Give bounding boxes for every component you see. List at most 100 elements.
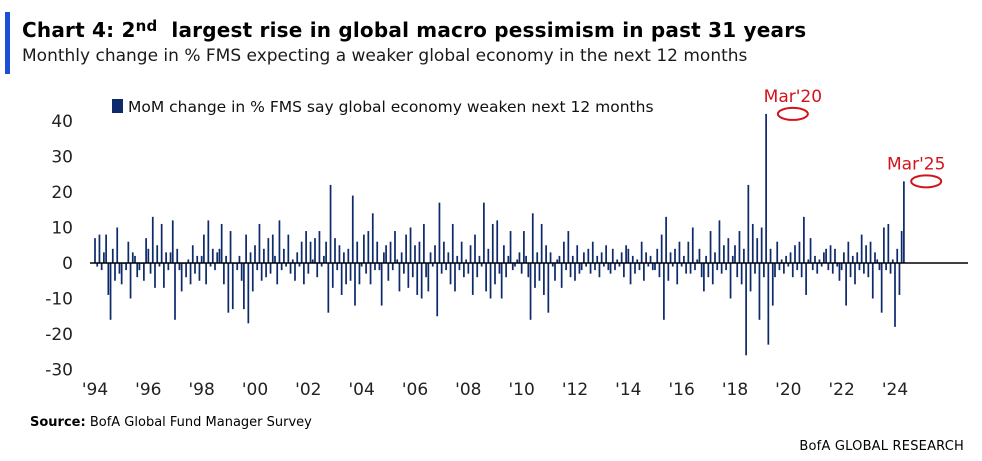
bar <box>563 241 565 263</box>
bar <box>756 238 759 263</box>
title-superscript: nd <box>135 17 158 35</box>
bar <box>380 263 383 306</box>
bar <box>765 113 767 264</box>
bar <box>674 248 676 263</box>
bar <box>323 255 325 263</box>
bar <box>591 241 594 263</box>
bar <box>160 223 163 263</box>
bar <box>534 263 536 288</box>
bar <box>685 263 687 274</box>
bar <box>356 241 359 263</box>
x-tick-label: '20 <box>775 380 801 400</box>
bar <box>751 223 754 263</box>
bar <box>203 234 205 263</box>
bar <box>856 252 859 263</box>
bar <box>565 263 567 271</box>
bar <box>845 263 847 306</box>
bar <box>180 263 183 292</box>
bar <box>805 263 807 295</box>
bar <box>236 263 239 271</box>
legend: MoM change in % FMS say global economy w… <box>112 98 654 116</box>
bar <box>403 263 405 274</box>
bar <box>556 259 559 263</box>
bar <box>431 263 434 267</box>
bar <box>700 263 703 278</box>
bar <box>507 255 510 263</box>
bar <box>420 263 423 299</box>
bar <box>185 263 187 278</box>
bar <box>107 263 110 295</box>
bar <box>178 263 181 271</box>
bar <box>871 263 874 299</box>
bar <box>231 263 234 310</box>
bar <box>427 263 430 292</box>
annotation-label: Mar'20 <box>764 87 822 107</box>
bar <box>187 259 190 263</box>
bar <box>365 263 367 274</box>
bar <box>114 263 116 281</box>
y-tick-label: 0 <box>62 254 73 274</box>
bar <box>691 227 694 263</box>
bar <box>796 263 799 271</box>
bar <box>96 263 99 267</box>
y-tick-label: -30 <box>45 361 73 381</box>
x-tick-label: '96 <box>135 380 161 400</box>
bar <box>336 263 339 271</box>
bar <box>318 231 321 263</box>
bar <box>171 220 174 263</box>
bar <box>240 263 243 281</box>
bar <box>794 245 796 263</box>
bar <box>480 263 483 267</box>
bar <box>303 263 305 285</box>
bar <box>703 263 705 292</box>
bar <box>276 263 279 285</box>
bar <box>669 252 672 263</box>
bar <box>109 263 112 320</box>
bar <box>509 231 512 263</box>
bar <box>600 252 603 263</box>
bar <box>238 255 241 263</box>
x-tick-label: '98 <box>189 380 215 400</box>
bar <box>660 234 663 263</box>
source-text: BofA Global Fund Manager Survey <box>89 415 312 430</box>
bar <box>583 252 585 263</box>
bar <box>147 248 150 263</box>
title-prefix: Chart 4: 2 <box>22 18 136 42</box>
bar <box>400 252 403 263</box>
bar <box>798 241 801 263</box>
bar <box>578 263 581 274</box>
bar <box>418 241 421 263</box>
bar <box>638 263 641 271</box>
bar <box>718 220 721 263</box>
bar <box>351 195 354 263</box>
bar <box>374 263 376 271</box>
legend-swatch <box>112 99 123 113</box>
bar <box>620 252 623 263</box>
bar <box>529 263 532 320</box>
bar <box>227 263 230 313</box>
bar <box>780 259 783 263</box>
bar <box>885 263 887 271</box>
bar <box>176 248 179 263</box>
bar <box>398 263 401 292</box>
bar <box>547 263 550 313</box>
bar <box>554 263 556 281</box>
bar <box>225 255 227 263</box>
bar <box>287 234 290 263</box>
x-tick-label: '10 <box>509 380 535 400</box>
bar <box>265 263 267 278</box>
bar <box>574 263 576 281</box>
bar <box>576 245 579 263</box>
bar <box>136 263 139 278</box>
bar <box>249 252 252 263</box>
bar <box>269 263 272 274</box>
x-axis: '94 '96 '98 '00 '02 '04 '06 '08 '10 '12 '14 '16 '18 '… <box>82 262 968 400</box>
bar <box>345 263 347 285</box>
bar <box>498 263 501 274</box>
bar <box>454 263 456 292</box>
bar <box>260 263 263 281</box>
bar <box>625 245 627 263</box>
bar <box>500 263 503 299</box>
bar <box>467 263 470 274</box>
x-tick-label: '94 <box>82 380 108 400</box>
